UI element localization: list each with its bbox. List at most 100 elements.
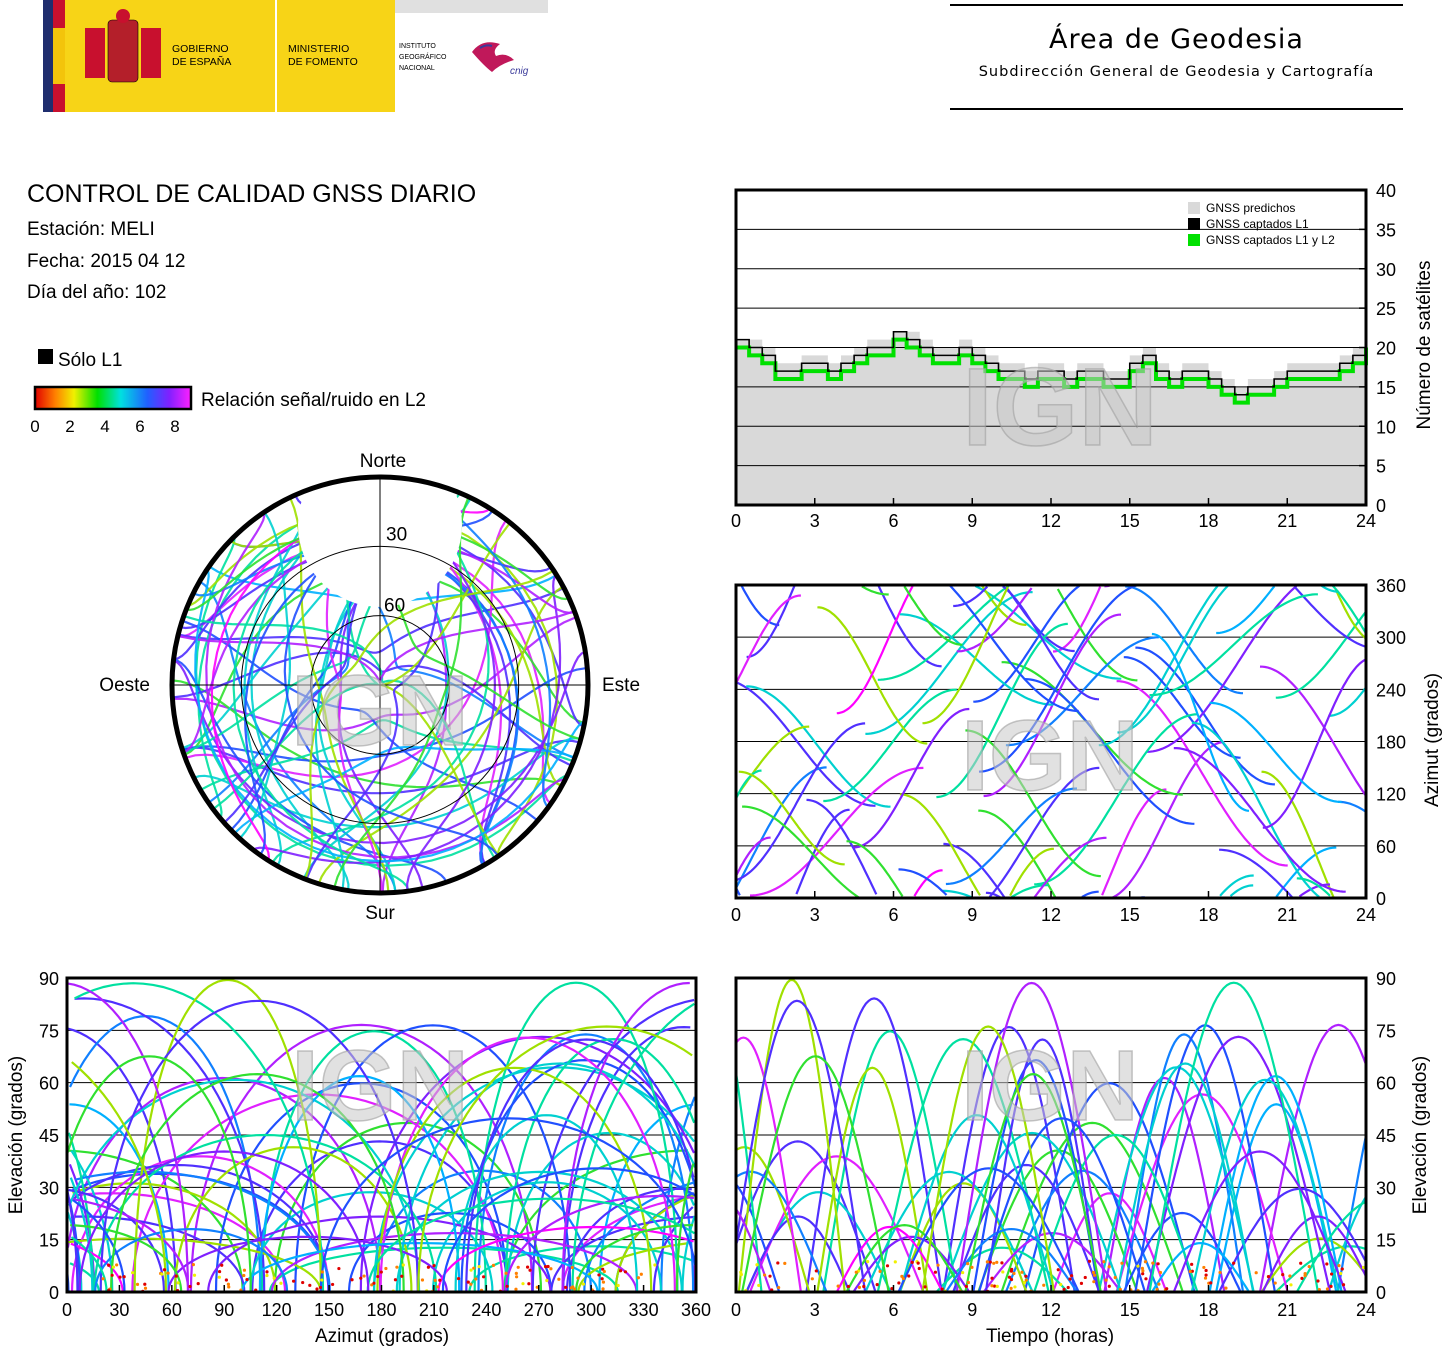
elt-track-8 [941, 1131, 1123, 1292]
az-track-35 [1262, 658, 1366, 829]
az-track-29 [953, 585, 1100, 898]
low-el-point [1102, 1260, 1106, 1264]
az-track-25 [1328, 685, 1366, 717]
az-track-60 [1173, 747, 1346, 893]
elev-time-tracks [736, 978, 1366, 1292]
y-tick-label-60: 60 [1376, 837, 1396, 857]
low-el-point [1361, 1265, 1366, 1270]
low-el-point [337, 1266, 341, 1271]
low-el-point [857, 1285, 861, 1289]
low-el-point [1144, 1277, 1148, 1281]
low-el-point [995, 1260, 999, 1264]
elt-track-9 [736, 1182, 781, 1292]
low-el-point [472, 1266, 476, 1270]
az-track-52 [846, 585, 963, 897]
low-el-point [783, 1261, 787, 1265]
low-el-point [143, 1282, 147, 1286]
snr-legend: Sólo L1 Relación señal/ruido en L2 0 2 4 6 8 [30, 349, 426, 436]
low-el-point [571, 1285, 575, 1289]
low-el-point [265, 1273, 269, 1278]
az-track-9 [736, 585, 780, 896]
az-track-39 [736, 594, 801, 686]
legend-swatch-2 [1188, 234, 1200, 246]
low-el-point [618, 1269, 623, 1273]
low-el-point [226, 1282, 230, 1286]
ela-track-47 [454, 1114, 639, 1292]
low-el-point [1151, 1261, 1155, 1265]
low-el-point [1337, 1264, 1341, 1268]
low-el-point [964, 1284, 968, 1289]
low-el-point [438, 1278, 442, 1282]
low-el-point [481, 1275, 486, 1279]
low-el-point [505, 1284, 509, 1288]
low-el-point [846, 1284, 851, 1289]
low-el-point [1156, 1262, 1160, 1266]
az-track-7 [736, 681, 876, 807]
sky-track-4 [177, 586, 565, 654]
low-el-point [217, 1269, 222, 1274]
low-el-point [1023, 1280, 1027, 1285]
legend-swatch-1 [1188, 218, 1200, 230]
y-tick-label-0: 0 [49, 1283, 59, 1303]
snr-tick-4: 4 [100, 417, 109, 436]
low-el-point [757, 1283, 761, 1288]
low-el-point [875, 1283, 879, 1287]
low-el-point [372, 1281, 376, 1285]
y-tick-label-0: 0 [1376, 1283, 1386, 1303]
ign-watermark: IGN [291, 1030, 469, 1142]
low-el-point [1143, 1260, 1148, 1264]
elt-track-10 [1023, 1082, 1196, 1292]
y-tick-label-300: 300 [1376, 628, 1406, 648]
az-track-54 [736, 836, 771, 879]
az-track-31 [736, 725, 810, 799]
low-el-point [1092, 1280, 1096, 1284]
elt-track-48 [737, 978, 846, 1292]
x-tick-label-30: 30 [109, 1300, 129, 1320]
elt-track-14 [1115, 1093, 1289, 1292]
ela-track-13 [477, 1033, 695, 1292]
low-el-point [1091, 1270, 1096, 1275]
header-logos: GOBIERNO DE ESPAÑA MINISTERIO DE FOMENTO… [43, 0, 548, 112]
low-el-point [528, 1268, 532, 1272]
low-el-point [1141, 1272, 1145, 1276]
low-el-point [636, 1276, 641, 1280]
date-label: Fecha: 2015 04 12 [27, 251, 186, 272]
ela-track-1 [189, 1023, 534, 1292]
low-el-point [1092, 1273, 1097, 1277]
az-track-51 [836, 585, 943, 897]
low-el-point [320, 1270, 324, 1274]
low-el-point [370, 1283, 374, 1287]
x-tick-label-90: 90 [214, 1300, 234, 1320]
low-el-point [1155, 1287, 1159, 1291]
x-tick-label-15: 15 [1120, 1300, 1140, 1320]
low-el-point [601, 1280, 606, 1284]
low-el-point [1140, 1266, 1145, 1270]
elt-track-51 [835, 1225, 944, 1292]
low-el-point [1087, 1259, 1092, 1263]
low-el-point [597, 1273, 601, 1277]
low-el-point [1012, 1271, 1016, 1276]
header-top-rule [950, 4, 1403, 6]
y-tick-label-90: 90 [1376, 969, 1396, 989]
ela-track-42 [376, 1066, 653, 1292]
low-el-point [362, 1274, 366, 1278]
header-bottom-rule [950, 108, 1403, 110]
ela-track-23 [74, 1215, 696, 1292]
az-track-10 [1024, 678, 1195, 825]
elt-track-57 [1295, 1200, 1366, 1292]
low-el-point [1113, 1275, 1117, 1280]
low-el-point [1209, 1281, 1213, 1285]
y-tick-label-20: 20 [1376, 339, 1396, 359]
elt-track-26 [864, 1170, 1034, 1292]
low-el-point [836, 1284, 840, 1288]
sky-horizon [169, 474, 591, 896]
low-el-point [466, 1280, 470, 1284]
x-tick-label-0: 0 [731, 511, 741, 531]
low-el-point [1317, 1287, 1321, 1292]
ring-label-30: 30 [386, 524, 407, 545]
azimuth-tracks [736, 585, 1366, 898]
low-el-point [224, 1278, 228, 1282]
x-tick-label-24: 24 [1356, 905, 1376, 925]
low-el-point [1157, 1282, 1161, 1286]
low-el-point [1001, 1270, 1005, 1274]
